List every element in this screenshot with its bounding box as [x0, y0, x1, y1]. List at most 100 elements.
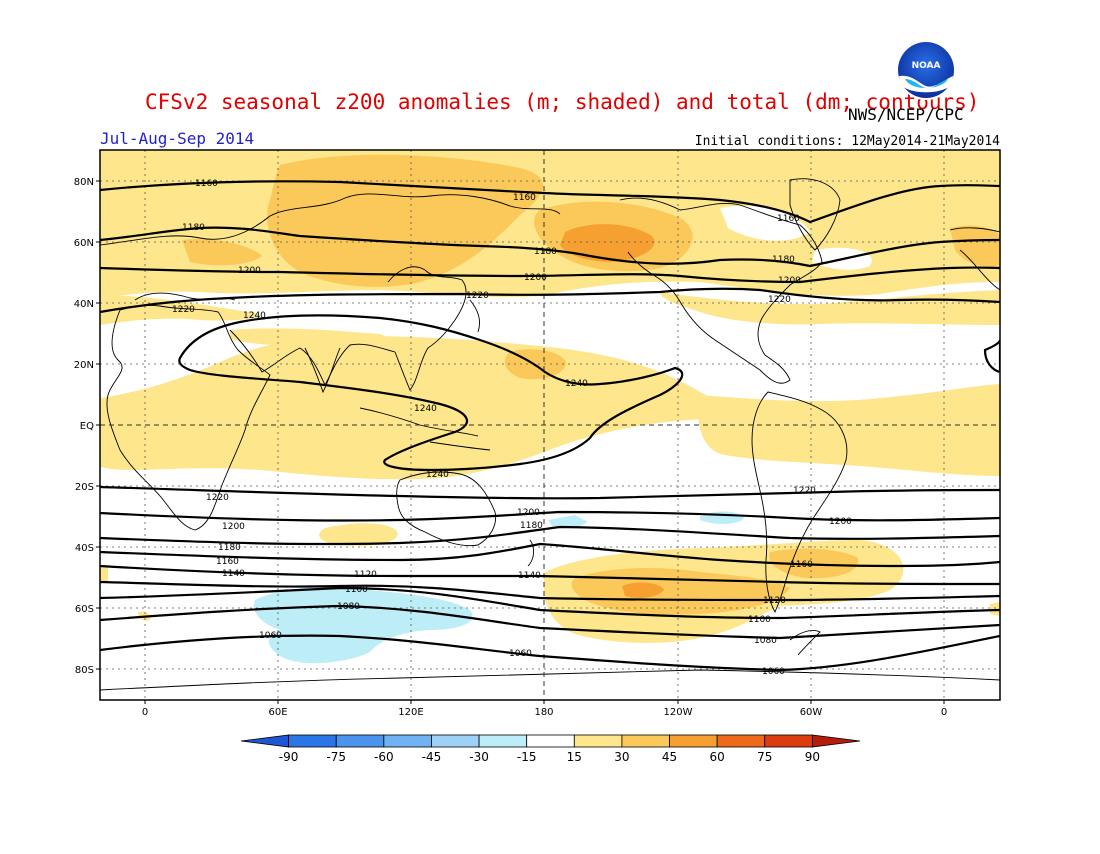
anomaly-shading [100, 150, 1000, 664]
lon-tick-label: 60E [268, 707, 287, 718]
contour-label: 1160 [777, 214, 800, 224]
colorbar-segment [478, 734, 528, 748]
contour-1240-north [178, 314, 684, 472]
colorbar-tick-label: -75 [326, 750, 346, 764]
contour-label: 1080 [754, 636, 777, 646]
colorbar-tick-label: -15 [517, 750, 537, 764]
contour-label: 1160 [790, 560, 813, 570]
colorbar-tick-label: -60 [374, 750, 394, 764]
contour-label: 1220 [793, 486, 816, 496]
contour-1080-south [100, 604, 1000, 640]
contour-label: 1180 [218, 543, 241, 553]
colorbar-tick-label: 90 [805, 750, 820, 764]
contour-1160-south [100, 542, 1000, 568]
colorbar-tick-label: 75 [757, 750, 772, 764]
period-label: Jul-Aug-Sep 2014 [100, 129, 254, 148]
contour-label: 1220 [172, 305, 195, 315]
contour-1120-south [100, 580, 1000, 602]
colorbar-segment [431, 734, 480, 748]
colorbar-tick-label: -90 [279, 750, 299, 764]
contour-1140-south [100, 564, 1000, 586]
contour-label: 1200 [222, 522, 245, 532]
contour-label: 1160 [513, 193, 536, 203]
contour-label: 1060 [509, 649, 532, 659]
contour-label: 1220 [466, 291, 489, 301]
credit-label: NWS/NCEP/CPC [848, 105, 964, 124]
contour-label: 1200 [238, 266, 261, 276]
colorbar-segment [573, 734, 623, 748]
contour-label: 1200 [524, 273, 547, 283]
lat-tick-label: 40S [75, 543, 94, 554]
lon-tick-label: 0 [941, 707, 947, 718]
contour-label: 1160 [195, 179, 218, 189]
contour-1180-south [100, 525, 1000, 546]
lat-tick-label: 80N [74, 177, 94, 188]
contour-label: 1100 [748, 615, 771, 625]
contour-label: 1180 [534, 247, 557, 257]
coastlines [100, 178, 1000, 691]
colorbar-segment [621, 734, 670, 748]
lat-tick-label: 20N [74, 360, 94, 371]
contour-label: 1220 [206, 493, 229, 503]
colorbar-segment [526, 734, 575, 748]
lat-tick-label: 40N [74, 299, 94, 310]
lat-tick-label: 20S [75, 482, 94, 493]
colorbar-tick-label: 15 [567, 750, 582, 764]
contour-1240-east [983, 339, 1000, 374]
lon-tick-label: 0 [142, 707, 148, 718]
contour-1160 [100, 180, 1000, 224]
lon-tick-label: 120E [398, 707, 423, 718]
contour-label: 1180 [182, 223, 205, 233]
colorbar-tick-label: 45 [662, 750, 677, 764]
colorbar-segment [288, 734, 337, 748]
contour-label: 1240 [243, 311, 266, 321]
colorbar-tick-label: 60 [710, 750, 725, 764]
lon-tick-label: 180 [534, 707, 553, 718]
contour-1200 [100, 266, 1000, 284]
contour-1200-south [100, 510, 1000, 522]
colorbar-segment [335, 734, 385, 748]
lat-tick-label: 60S [75, 604, 94, 615]
longitude-axis: 0 60E 120E 180 120W 60W 0 [142, 700, 947, 718]
height-contours [100, 180, 1000, 672]
contour-1060-south [100, 634, 1000, 672]
map-panel: 1160 1160 1160 1180 1180 1180 1200 1200 … [99, 149, 1001, 701]
contour-labels: 1160 1160 1160 1180 1180 1180 1200 1200 … [172, 179, 852, 677]
initial-conditions-label: Initial conditions: 12May2014-21May2014 [695, 134, 1000, 149]
contour-label: 1240 [426, 470, 449, 480]
lon-tick-label: 60W [800, 707, 823, 718]
contour-label: 1200 [778, 276, 801, 286]
contour-label: 1120 [354, 570, 377, 580]
contour-label: 1120 [763, 596, 786, 606]
contour-1100-south [100, 586, 1000, 620]
contour-1220 [100, 287, 1000, 314]
contour-label: 1060 [762, 667, 785, 677]
contour-1220-south [100, 485, 1000, 500]
contour-label: 1240 [565, 379, 588, 389]
contour-label: 1220 [768, 295, 791, 305]
contour-label: 1180 [772, 255, 795, 265]
colorbar-segment [240, 734, 290, 748]
colorbar-tick-label: -30 [469, 750, 489, 764]
colorbar-tick-label: -45 [422, 750, 442, 764]
colorbar: -90 -75 -60 -45 -30 -15 15 30 45 60 75 90 [240, 734, 861, 764]
chart-title: CFSv2 seasonal z200 anomalies (m; shaded… [145, 90, 979, 114]
latitude-axis: 80N 60N 40N 20N EQ 20S 40S 60S 80S [74, 177, 100, 676]
lat-tick-label: 80S [75, 665, 94, 676]
colorbar-segment [811, 734, 861, 748]
svg-text:NOAA: NOAA [912, 61, 941, 71]
contour-label: 1200 [829, 517, 852, 527]
contour-label: 1140 [518, 571, 541, 581]
colorbar-segment [383, 734, 432, 748]
noaa-logo: NOAA [896, 40, 956, 100]
colorbar-segment [764, 734, 813, 748]
contour-label: 1200 [517, 508, 540, 518]
colorbar-segment [669, 734, 718, 748]
contour-1180 [100, 226, 1000, 268]
contour-label: 1240 [414, 404, 437, 414]
contour-label: 1080 [337, 602, 360, 612]
contour-label: 1140 [222, 569, 245, 579]
contour-label: 1060 [259, 631, 282, 641]
lat-tick-label: 60N [74, 238, 94, 249]
lat-tick-label: EQ [80, 421, 94, 432]
